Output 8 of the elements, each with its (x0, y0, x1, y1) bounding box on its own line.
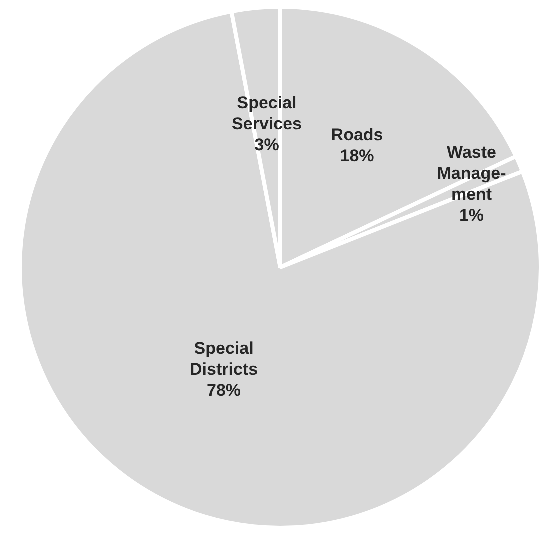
data-label: 1% (459, 206, 484, 225)
slice-label: Special Services (232, 94, 302, 134)
slice-label: Roads (331, 126, 384, 145)
slice-label: Special Districts (190, 338, 258, 379)
slice-label: Waste Manage-ment (437, 142, 506, 204)
data-label: 3% (254, 136, 280, 155)
data-label: 18% (340, 146, 374, 166)
data-label: 78% (207, 380, 242, 400)
